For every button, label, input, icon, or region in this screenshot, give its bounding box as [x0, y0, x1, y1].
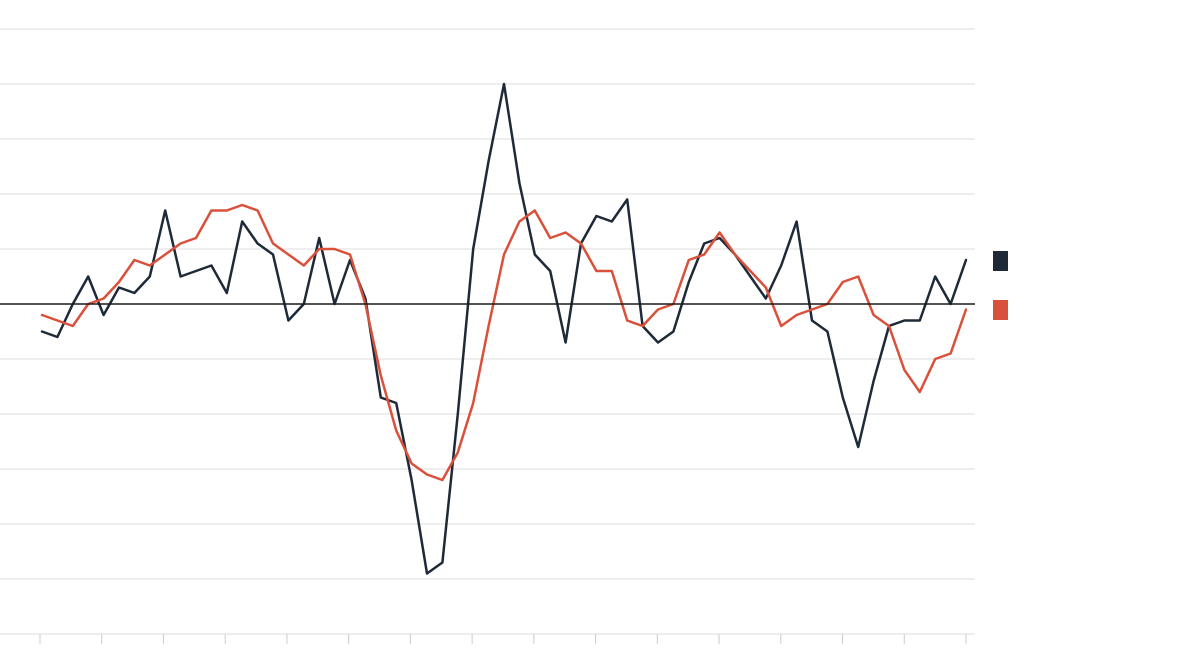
grid-lines [0, 28, 975, 580]
series-lines [40, 82, 968, 575]
series-line-red [40, 203, 968, 482]
legend-swatch-dark [993, 251, 1008, 271]
legend [993, 251, 1008, 320]
series-line-dark [40, 82, 968, 575]
legend-swatch-red [993, 300, 1008, 320]
x-axis [0, 633, 975, 644]
